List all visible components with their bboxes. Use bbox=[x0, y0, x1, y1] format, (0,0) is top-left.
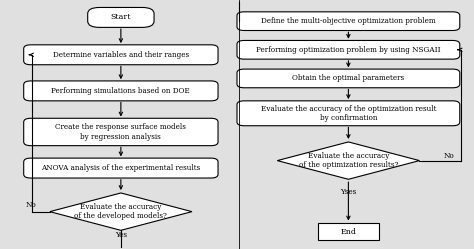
Text: No: No bbox=[26, 201, 36, 209]
Text: Start: Start bbox=[110, 13, 131, 21]
FancyBboxPatch shape bbox=[237, 40, 460, 59]
Text: Define the multi-objective optimization problem: Define the multi-objective optimization … bbox=[261, 17, 436, 25]
Text: No: No bbox=[444, 152, 455, 160]
FancyBboxPatch shape bbox=[88, 7, 154, 27]
FancyBboxPatch shape bbox=[237, 101, 460, 126]
Text: Obtain the optimal parameters: Obtain the optimal parameters bbox=[292, 74, 404, 82]
FancyBboxPatch shape bbox=[237, 12, 460, 30]
Text: Yes: Yes bbox=[115, 231, 127, 239]
Text: Performing optimization problem by using NSGAII: Performing optimization problem by using… bbox=[256, 46, 441, 54]
Text: Create the response surface models
by regression analysis: Create the response surface models by re… bbox=[55, 123, 186, 141]
FancyBboxPatch shape bbox=[24, 45, 218, 65]
FancyBboxPatch shape bbox=[318, 224, 379, 240]
FancyBboxPatch shape bbox=[24, 81, 218, 101]
Text: Performing simulations based on DOE: Performing simulations based on DOE bbox=[52, 87, 190, 95]
FancyBboxPatch shape bbox=[237, 69, 460, 88]
Text: Evaluate the accuracy of the optimization result
by confirmation: Evaluate the accuracy of the optimizatio… bbox=[261, 105, 436, 122]
Text: End: End bbox=[340, 228, 356, 236]
Text: Evaluate the accuracy
of the developed models?: Evaluate the accuracy of the developed m… bbox=[74, 203, 167, 220]
Polygon shape bbox=[50, 193, 192, 230]
Text: ANOVA analysis of the experimental results: ANOVA analysis of the experimental resul… bbox=[41, 164, 201, 172]
FancyBboxPatch shape bbox=[24, 118, 218, 146]
Text: Evaluate the accuracy
of the optimization results?: Evaluate the accuracy of the optimizatio… bbox=[299, 152, 398, 169]
FancyBboxPatch shape bbox=[24, 158, 218, 178]
Text: Yses: Yses bbox=[340, 188, 356, 196]
Text: Determine variables and their ranges: Determine variables and their ranges bbox=[53, 51, 189, 59]
Polygon shape bbox=[277, 142, 419, 179]
